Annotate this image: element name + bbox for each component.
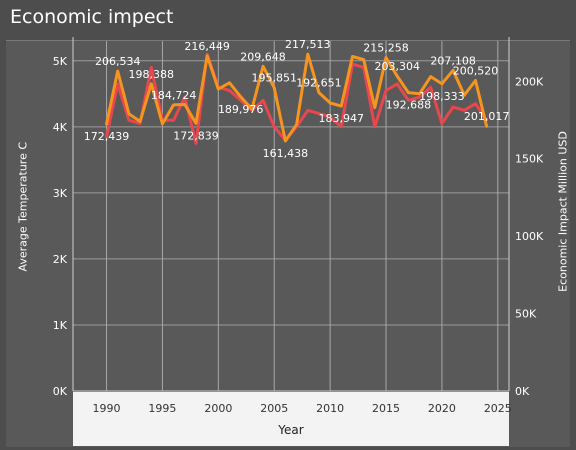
- data-label: 201,017: [464, 110, 510, 123]
- y-left-tick-label: 2K: [53, 253, 68, 266]
- data-label: 172,839: [173, 129, 219, 142]
- data-label: 198,333: [419, 90, 465, 103]
- y-right-tick-label: 100K: [515, 230, 544, 243]
- data-label: 216,449: [184, 40, 230, 53]
- x-tick-label: 2020: [428, 402, 456, 415]
- data-label: 189,976: [218, 103, 264, 116]
- x-tick-label: 2000: [204, 402, 232, 415]
- data-label: 209,648: [240, 50, 286, 63]
- y-axis-left-label: Average Temperature C: [17, 152, 30, 272]
- data-label: 203,304: [374, 60, 420, 73]
- y-right-tick-label: 150K: [515, 153, 544, 166]
- x-tick-label: 2025: [484, 402, 512, 415]
- y-left-tick-label: 3K: [53, 187, 68, 200]
- y-left-tick-label: 4K: [53, 121, 68, 134]
- data-label: 217,513: [285, 38, 331, 51]
- data-label: 161,438: [263, 147, 309, 160]
- data-label: 206,534: [95, 55, 141, 68]
- x-tick-label: 1995: [148, 402, 176, 415]
- data-label: 215,258: [363, 42, 409, 55]
- y-left-tick-label: 1K: [53, 319, 68, 332]
- x-tick-label: 2010: [316, 402, 344, 415]
- x-tick-label: 2015: [372, 402, 400, 415]
- data-label: 198,388: [129, 68, 175, 81]
- y-left-tick-label: 5K: [53, 55, 68, 68]
- x-tick-label: 2005: [260, 402, 288, 415]
- x-axis-label: Year: [277, 423, 303, 437]
- data-label: 184,724: [151, 89, 197, 102]
- data-label: 200,520: [453, 64, 499, 77]
- x-tick-label: 1990: [93, 402, 121, 415]
- y-right-tick-label: 50K: [515, 308, 537, 321]
- data-label: 183,947: [319, 112, 365, 125]
- y-axis-right-label: Economic Impact Million USD: [557, 127, 570, 297]
- y-right-tick-label: 200K: [515, 75, 544, 88]
- data-label: 172,439: [84, 130, 130, 143]
- y-right-tick-label: 0K: [515, 385, 530, 398]
- y-left-tick-label: 0K: [53, 385, 68, 398]
- data-label: 192,651: [296, 77, 342, 90]
- data-label: 195,851: [251, 72, 297, 85]
